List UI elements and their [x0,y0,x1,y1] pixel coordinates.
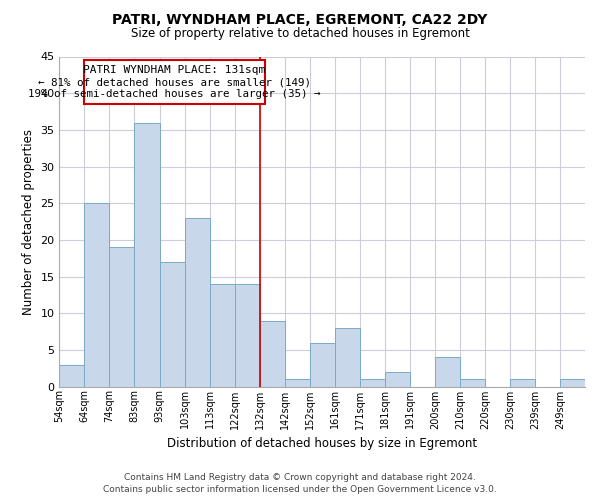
Bar [235,284,260,386]
Text: ← 81% of detached houses are smaller (149): ← 81% of detached houses are smaller (14… [38,77,311,87]
Bar [360,379,385,386]
Bar [160,262,185,386]
Bar [460,379,485,386]
Bar [134,122,160,386]
Bar [209,284,235,386]
X-axis label: Distribution of detached houses by size in Egremont: Distribution of detached houses by size … [167,437,477,450]
Text: PATRI WYNDHAM PLACE: 131sqm: PATRI WYNDHAM PLACE: 131sqm [83,65,266,75]
Bar [510,379,535,386]
Y-axis label: Number of detached properties: Number of detached properties [22,128,35,314]
Bar [335,328,360,386]
Text: Contains HM Land Registry data © Crown copyright and database right 2024.
Contai: Contains HM Land Registry data © Crown c… [103,472,497,494]
Bar [310,342,335,386]
Bar [435,357,460,386]
Bar [284,379,310,386]
Bar [560,379,585,386]
Text: PATRI, WYNDHAM PLACE, EGREMONT, CA22 2DY: PATRI, WYNDHAM PLACE, EGREMONT, CA22 2DY [112,12,488,26]
Bar [109,247,134,386]
Bar [260,320,284,386]
Text: Size of property relative to detached houses in Egremont: Size of property relative to detached ho… [131,28,469,40]
Bar [385,372,410,386]
Text: 19% of semi-detached houses are larger (35) →: 19% of semi-detached houses are larger (… [28,90,321,100]
Bar [85,203,109,386]
Bar [59,364,85,386]
Bar [85,60,265,104]
Bar [185,218,209,386]
